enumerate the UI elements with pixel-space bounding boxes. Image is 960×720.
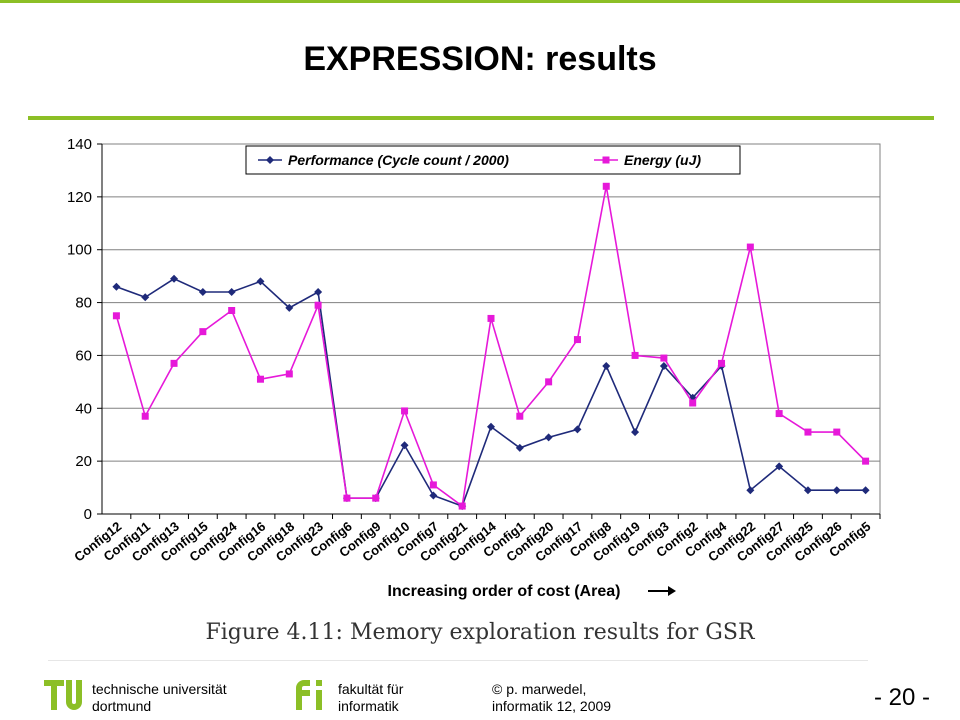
energy-point	[285, 370, 293, 378]
performance-point	[631, 428, 640, 437]
energy-point	[545, 378, 553, 386]
legend	[245, 145, 741, 175]
performance-point	[746, 486, 755, 495]
performance-point	[573, 425, 582, 434]
energy-point	[429, 481, 437, 489]
performance-point	[112, 282, 121, 291]
energy-point	[487, 314, 495, 322]
x-axis-arrowhead	[668, 586, 676, 596]
performance-point	[602, 362, 611, 370]
author-line-1: © p. marwedel,	[492, 681, 587, 697]
energy-point	[775, 410, 783, 418]
performance-point	[400, 441, 409, 450]
y-tick-label: 0	[84, 506, 92, 523]
energy-point	[372, 494, 380, 502]
energy-point	[170, 359, 178, 367]
energy-point	[141, 412, 149, 420]
energy-point	[314, 301, 322, 309]
page-number: - 20 -	[873, 684, 930, 711]
x-axis-title: Increasing order of cost (Area)	[388, 583, 621, 600]
performance-point	[429, 491, 438, 500]
y-tick-label: 140	[67, 136, 92, 153]
performance-point	[314, 288, 323, 296]
figure-caption: Figure 4.11: Memory exploration results …	[205, 620, 755, 645]
energy-point	[516, 412, 524, 420]
energy-point	[804, 428, 812, 436]
performance-point	[141, 293, 150, 302]
y-tick-label: 20	[75, 453, 92, 470]
legend-marker-performance	[266, 156, 274, 164]
performance-point	[861, 486, 870, 495]
fi-logo-icon	[296, 680, 322, 710]
line-chart: 020406080100120140Config12Config11Config…	[67, 136, 881, 600]
energy-point	[573, 336, 581, 344]
author-credit: © p. marwedel, informatik 12, 2009	[492, 681, 611, 715]
legend-label-energy: Energy (uJ)	[624, 152, 701, 168]
energy-point	[631, 351, 639, 359]
performance-point	[544, 433, 553, 442]
energy-point	[401, 407, 409, 415]
footer-divider	[48, 660, 868, 661]
faculty-name: fakultät für informatik	[338, 681, 403, 715]
performance-point	[803, 486, 812, 495]
energy-point	[343, 494, 351, 502]
title-underline	[28, 116, 934, 120]
energy-point	[112, 312, 120, 320]
energy-point	[718, 359, 726, 367]
author-line-2: informatik 12, 2009	[492, 698, 612, 714]
energy-point	[199, 328, 207, 336]
legend-label-performance: Performance (Cycle count / 2000)	[288, 152, 509, 168]
energy-point	[833, 428, 841, 436]
energy-point	[458, 502, 466, 510]
y-tick-label: 100	[67, 242, 92, 259]
y-tick-label: 80	[75, 295, 92, 312]
energy-point	[862, 457, 870, 465]
slide-title: EXPRESSION: results	[303, 40, 657, 78]
performance-point	[285, 303, 294, 312]
y-tick-label: 120	[67, 189, 92, 206]
performance-point	[227, 288, 236, 296]
legend-marker-energy	[602, 156, 610, 164]
energy-point	[256, 375, 264, 383]
y-tick-label: 60	[75, 347, 92, 364]
university-line-1: technische universität	[92, 681, 227, 697]
energy-point	[228, 307, 236, 314]
performance-point	[487, 422, 495, 431]
energy-point	[746, 243, 754, 251]
university-line-2: dortmund	[92, 698, 152, 714]
faculty-line-1: fakultät für	[338, 681, 404, 697]
performance-point	[659, 362, 668, 370]
energy-point	[689, 399, 697, 407]
energy-point	[660, 354, 668, 362]
performance-point	[832, 486, 841, 495]
plot-area	[101, 143, 881, 515]
performance-point	[775, 462, 784, 471]
university-name: technische universität dortmund	[92, 681, 227, 715]
top-accent-rule	[0, 0, 960, 3]
y-tick-label: 40	[75, 400, 92, 417]
performance-point	[256, 277, 265, 286]
energy-point	[602, 182, 610, 190]
performance-point	[170, 274, 179, 283]
performance-point	[515, 443, 524, 452]
performance-point	[198, 288, 207, 296]
faculty-line-2: informatik	[338, 698, 399, 714]
tu-logo-icon	[44, 680, 82, 710]
